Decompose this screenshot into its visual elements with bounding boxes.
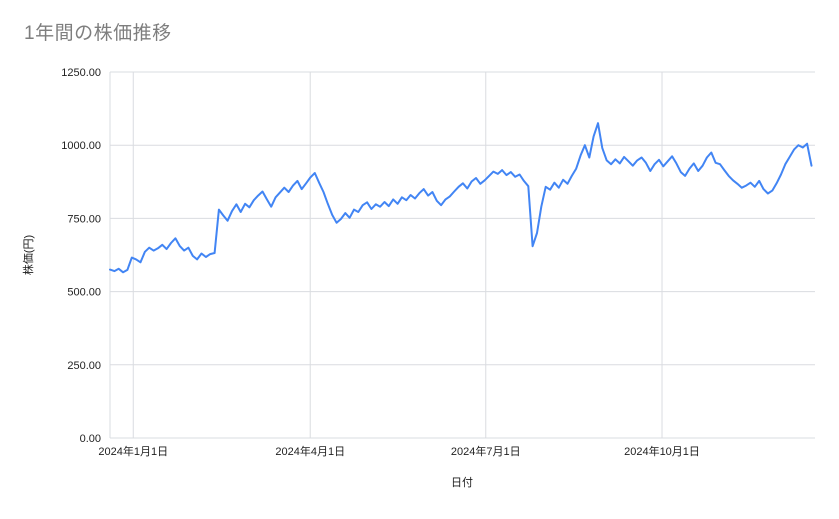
x-tick-label: 2024年4月1日 (275, 444, 345, 458)
x-axis-title: 日付 (451, 477, 473, 489)
y-tick-label: 1250.00 (61, 67, 101, 79)
x-tick-label: 2024年7月1日 (451, 444, 521, 458)
y-tick-label: 250.00 (67, 360, 101, 372)
y-axis-title: 株価(円) (23, 234, 35, 276)
chart-title: 1年間の株価推移 (24, 23, 172, 44)
y-tick-label: 1000.00 (61, 140, 101, 152)
x-tick-label: 2024年10月1日 (624, 444, 700, 458)
y-tick-label: 750.00 (67, 213, 101, 225)
y-tick-label: 500.00 (67, 287, 101, 299)
y-tick-label: 0.00 (80, 433, 101, 445)
x-tick-label: 2024年1月1日 (98, 444, 168, 458)
price-series-line (109, 122, 813, 274)
